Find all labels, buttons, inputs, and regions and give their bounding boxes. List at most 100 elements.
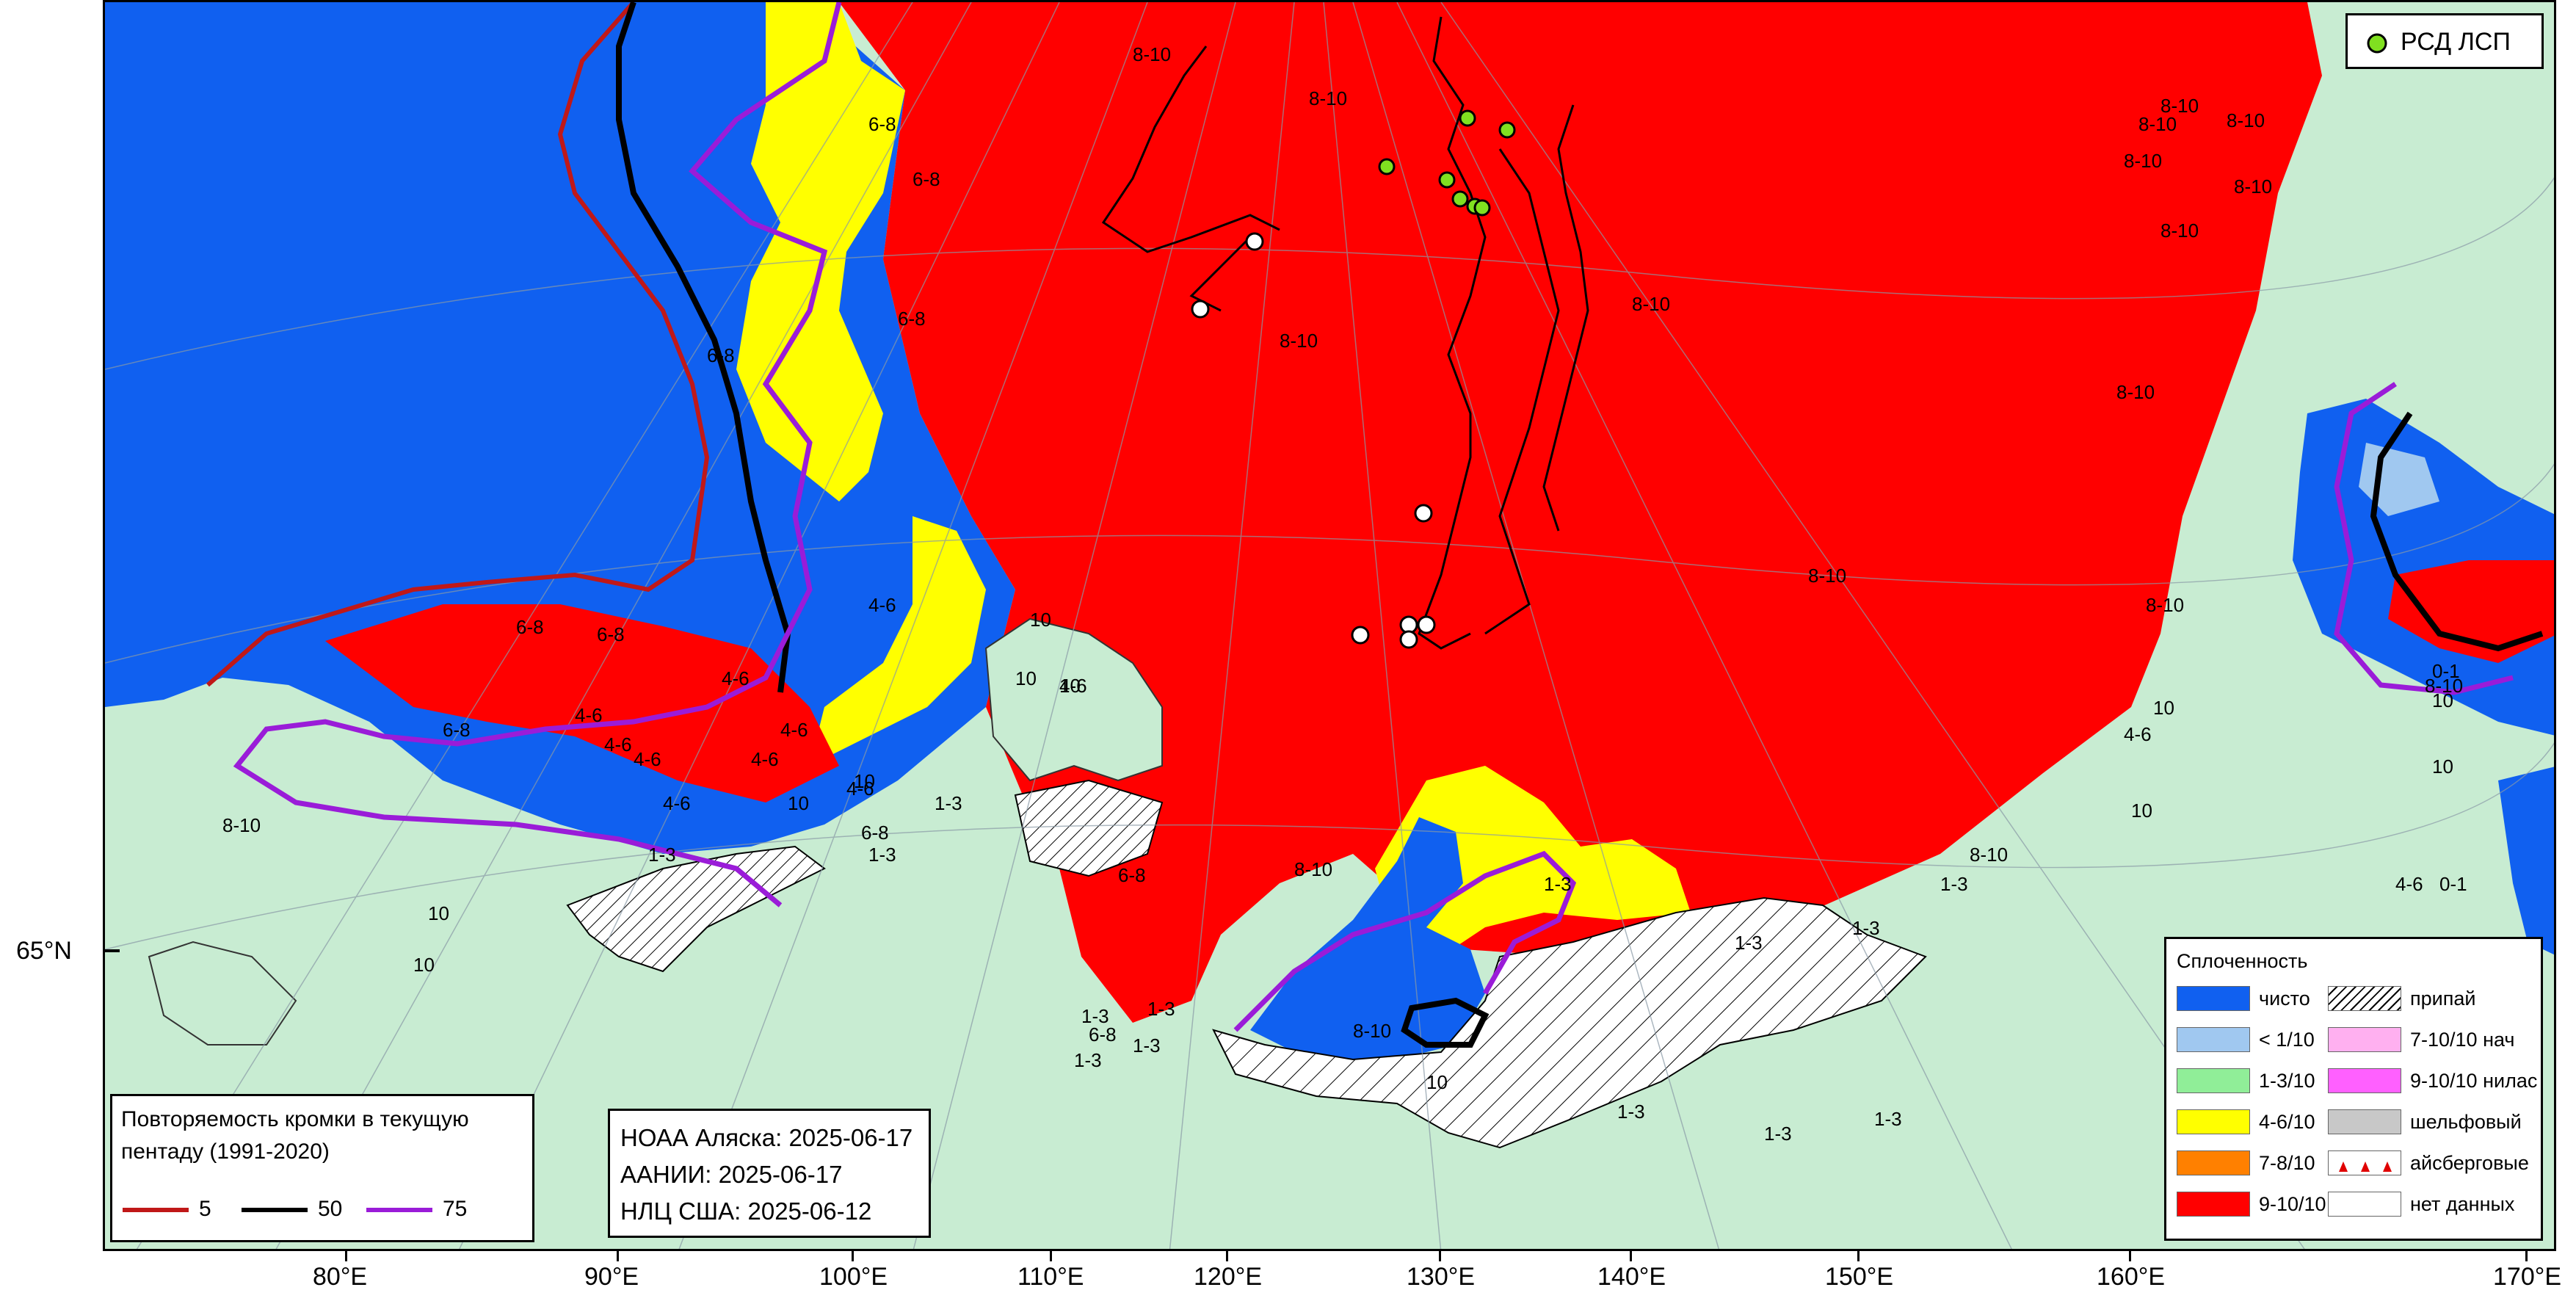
edge-line-75-chukchi <box>2334 382 2514 695</box>
edge-line-50-chukchi <box>2370 411 2544 652</box>
concentration-label: 6-8 <box>861 822 889 844</box>
edge-line-swatch <box>242 1208 308 1212</box>
color-swatch <box>2177 1068 2250 1093</box>
kara-fast-ice <box>566 845 826 973</box>
lon-tick <box>1226 1251 1228 1261</box>
concentration-label: 0-1 <box>2432 660 2460 682</box>
concentration-label: 6-8 <box>443 719 471 741</box>
legend-label: айсберговые <box>2410 1152 2529 1174</box>
concentration-label: 8-10 <box>1353 1020 1391 1042</box>
concentration-label: 4-6 <box>634 748 661 770</box>
concentration-label: 6-8 <box>707 344 735 366</box>
concentration-label: 1-3 <box>1940 873 1968 895</box>
concentration-label: 1-3 <box>1081 1005 1109 1027</box>
station-legend: РСД ЛСП <box>2345 13 2544 69</box>
lon-label: 170°E <box>2493 1263 2562 1291</box>
concentration-label: 10 <box>413 954 435 976</box>
edge-line-75 <box>233 2 842 907</box>
legend-label: 9-10/10 нилас <box>2410 1070 2538 1092</box>
concentration-label: 6-8 <box>1118 864 1146 886</box>
concentration-label: 6-8 <box>913 168 940 190</box>
edge-frequency-legend: Повторяемость кромки в текущую пентаду (… <box>110 1094 534 1242</box>
concentration-label: 1-3 <box>1764 1123 1792 1145</box>
concentration-labels: 8-108-108-108-108-108-108-108-108-108-10… <box>222 43 2467 1145</box>
source-noaa: НОАА Аляска: 2025-06-17 <box>620 1124 913 1151</box>
concentration-label: 1-3 <box>935 792 962 814</box>
concentration-label: 1-3 <box>1852 917 1880 939</box>
concentration-label: 4-6 <box>2124 723 2152 745</box>
lon-label: 120°E <box>1194 1263 1263 1291</box>
fast-ice-hatch-swatch <box>2328 986 2401 1011</box>
concentration-label: 4-6 <box>1059 675 1087 697</box>
lon-tick <box>2129 1251 2131 1261</box>
concentration-label: 10 <box>1030 609 1051 631</box>
color-swatch <box>2328 1068 2401 1093</box>
lon-tick <box>1630 1251 1632 1261</box>
concentration-label: 1-3 <box>1617 1101 1645 1123</box>
concentration-label: 0-1 <box>2439 873 2467 895</box>
concentration-label: 8-10 <box>2234 175 2272 197</box>
source-aari: ААНИИ: 2025-06-17 <box>620 1161 843 1188</box>
station-legend-label: РСД ЛСП <box>2401 28 2511 56</box>
concentration-label: 10 <box>854 770 875 792</box>
lon-tick <box>1050 1251 1052 1261</box>
concentration-label: 1-3 <box>1147 998 1175 1020</box>
legend-label: 9-10/10 <box>2259 1193 2326 1215</box>
lon-label: 110°E <box>1017 1263 1084 1291</box>
lon-tick <box>1439 1251 1441 1261</box>
concentration-label: 8-10 <box>2116 381 2155 403</box>
color-swatch <box>2328 1109 2401 1134</box>
concentration-label: 1-3 <box>1874 1108 1902 1130</box>
concentration-label: 8-10 <box>1133 43 1171 65</box>
concentration-label: 6-8 <box>898 308 926 330</box>
legend-label: 7-8/10 <box>2259 1152 2315 1174</box>
concentration-label: 6-8 <box>1089 1023 1117 1045</box>
edge-line-label: 75 <box>443 1197 468 1221</box>
drift-stations-green <box>1378 109 1516 217</box>
lon-label: 100°E <box>819 1263 888 1291</box>
concentration-label: 6-8 <box>868 113 896 135</box>
ice-chart-map: 8-10 8-10 8-10 8-10 8-10 8-10 8-10 8-10 8-10 8-10… <box>103 0 2556 1251</box>
drift-stations-white <box>1191 232 1436 649</box>
color-swatch <box>2177 1027 2250 1052</box>
concentration-label: 8-10 <box>2425 675 2463 697</box>
concentration-label: 8-10 <box>1280 330 1318 352</box>
concentration-label: 1-3 <box>1735 932 1763 954</box>
legend-label: 1-3/10 <box>2259 1070 2315 1092</box>
edge-line-swatch <box>366 1208 432 1212</box>
bering-clear-water <box>2498 767 2554 955</box>
legend-label: < 1/10 <box>2259 1029 2315 1051</box>
lon-tick <box>617 1251 619 1261</box>
concentration-label: 10 <box>1426 1071 1448 1093</box>
concentration-label: 4-6 <box>604 733 632 755</box>
color-swatch <box>2177 986 2250 1011</box>
concentration-label: 8-10 <box>2146 594 2184 616</box>
taimyr-fast-ice <box>1014 779 1164 877</box>
edge-legend-title-1: Повторяемость кромки в текущую <box>121 1107 469 1131</box>
concentration-label: 8-10 <box>222 814 261 836</box>
lon-tick <box>852 1251 854 1261</box>
legend-label: припай <box>2410 987 2476 1010</box>
lon-label: 80°E <box>313 1263 368 1291</box>
color-swatch <box>2177 1192 2250 1217</box>
iceberg-swatch <box>2328 1150 2401 1175</box>
edge-legend-title-2: пентаду (1991-2020) <box>121 1139 330 1164</box>
chukchi-ice-9-10 <box>2388 560 2554 663</box>
concentration-label: 8-10 <box>2160 220 2199 242</box>
laptev-clear-water <box>1250 817 1485 1059</box>
concentration-legend: Сплоченность чисто < 1/10 1-3/10 4-6/10 7-8/… <box>2164 937 2543 1241</box>
concentration-label: 4-6 <box>751 748 779 770</box>
kara-south-ice-9-10 <box>325 604 839 802</box>
edge-line-label: 50 <box>318 1197 343 1221</box>
concentration-label: 4-6 <box>663 792 691 814</box>
legend-label: шельфовый <box>2410 1111 2522 1133</box>
concentration-legend-title: Сплоченность <box>2177 950 2308 972</box>
concentration-label: 1-3 <box>648 844 676 866</box>
lon-tick <box>2525 1251 2528 1261</box>
laptev-fast-ice <box>1212 896 1927 1149</box>
legend-label: чисто <box>2259 987 2310 1010</box>
concentration-label: 4-6 <box>2395 873 2423 895</box>
concentration-label: 4-6 <box>575 704 603 726</box>
legend-label: 7-10/10 нач <box>2410 1029 2515 1051</box>
concentration-label: 1-3 <box>1544 873 1572 895</box>
